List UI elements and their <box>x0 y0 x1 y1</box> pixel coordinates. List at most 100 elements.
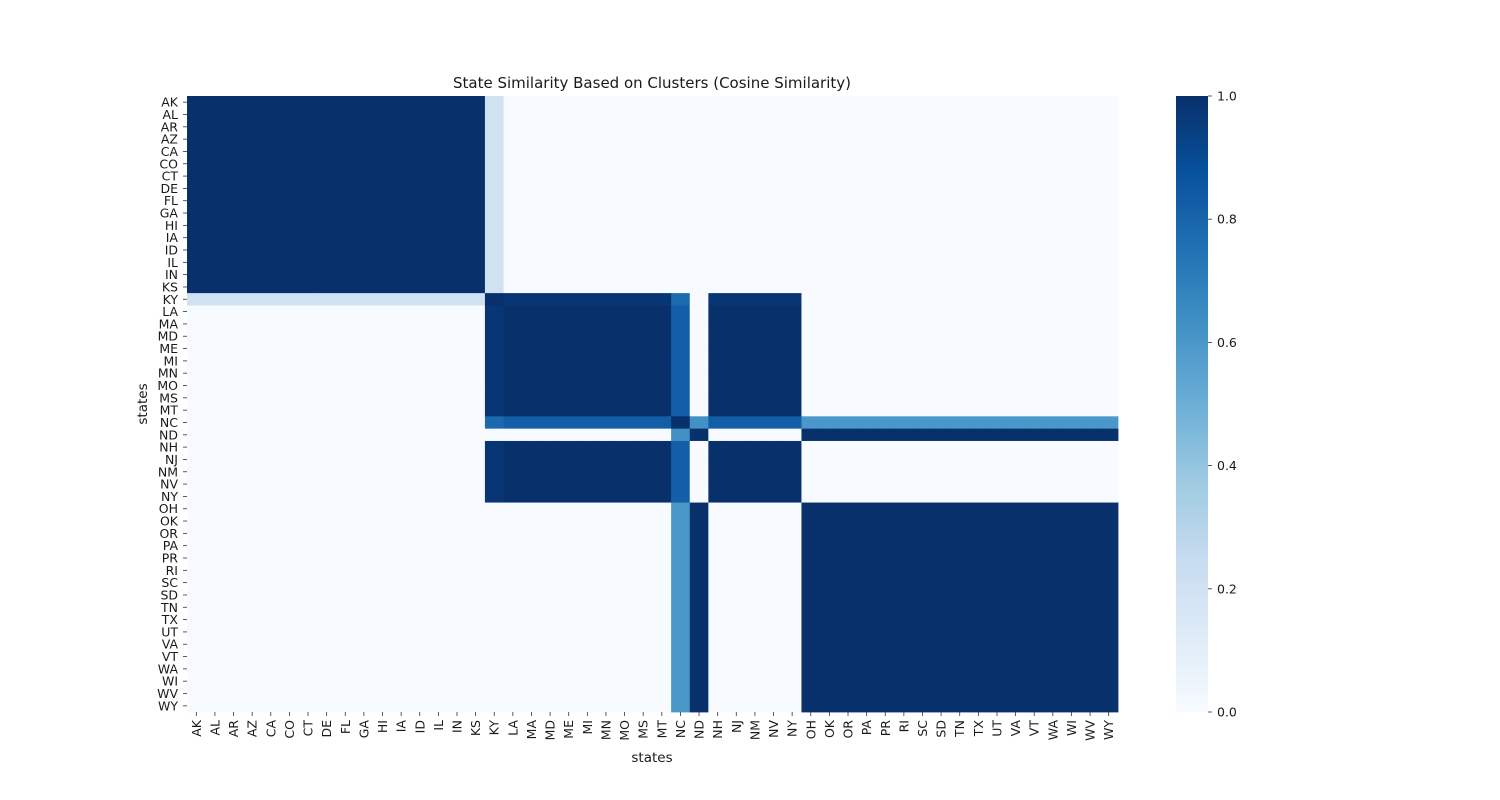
heatmap-cell-DE-CO <box>280 182 300 195</box>
heatmap-cell-ID-DE <box>317 243 337 257</box>
heatmap-cell-ME-VT <box>1024 342 1044 356</box>
heatmap-cell-IL-MS <box>633 256 653 269</box>
heatmap-cell-NH-IN <box>447 440 467 454</box>
heatmap-cell-MD-NH <box>708 330 728 343</box>
heatmap-cell-NY-NY <box>782 490 802 503</box>
heatmap-cell-AK-AL <box>205 96 225 109</box>
heatmap-cell-NM-AK <box>187 465 207 479</box>
heatmap-cell-IL-GA <box>354 256 374 269</box>
heatmap-cell-RI-VA <box>1006 564 1026 577</box>
heatmap-cell-IA-WI <box>1062 231 1082 245</box>
heatmap-cell-WI-MN <box>596 675 616 688</box>
heatmap-cell-MI-TN <box>950 354 970 368</box>
heatmap-cell-MN-AL <box>205 367 225 380</box>
heatmap-cell-IN-IN <box>447 268 467 282</box>
heatmap-cell-AK-NC <box>671 96 691 109</box>
heatmap-cell-CA-NY <box>782 145 802 158</box>
heatmap-cell-OK-MD <box>540 514 560 528</box>
heatmap-cell-IA-IN <box>447 231 467 245</box>
heatmap-cell-KS-RI <box>894 280 914 294</box>
heatmap-cell-NH-MN <box>596 440 616 454</box>
heatmap-cell-ID-TX <box>969 243 989 257</box>
heatmap-cell-MN-GA <box>354 367 374 380</box>
heatmap-cell-MT-AR <box>224 404 244 417</box>
heatmap-cell-WI-NY <box>782 675 802 688</box>
heatmap-cell-MI-WI <box>1062 354 1082 368</box>
heatmap-cell-SC-AZ <box>242 576 262 590</box>
heatmap-cell-OH-AZ <box>242 502 262 516</box>
heatmap-cell-UT-MS <box>633 625 653 639</box>
heatmap-cell-LA-ME <box>559 305 579 319</box>
heatmap-cell-HI-AZ <box>242 219 262 232</box>
heatmap-cell-ME-MT <box>652 342 672 356</box>
heatmap-cell-ME-MI <box>578 342 598 356</box>
heatmap-cell-ME-WI <box>1062 342 1082 356</box>
heatmap-cell-OK-WY <box>1099 514 1119 528</box>
x-tick-label: ID <box>412 720 427 733</box>
heatmap-cell-GA-RI <box>894 206 914 220</box>
heatmap-cell-TN-HI <box>373 601 393 614</box>
heatmap-cell-DE-CT <box>298 182 318 195</box>
heatmap-cell-DE-PR <box>875 182 895 195</box>
x-tick-label: FL <box>338 720 353 734</box>
heatmap-cell-NM-ME <box>559 465 579 479</box>
heatmap-cell-MI-NH <box>708 354 728 368</box>
heatmap-cell-NH-PR <box>875 440 895 454</box>
heatmap-cell-MO-WI <box>1062 379 1082 393</box>
heatmap-cell-PR-UT <box>987 551 1007 565</box>
heatmap-cell-DE-AL <box>205 182 225 195</box>
heatmap-cell-HI-IL <box>429 219 449 232</box>
heatmap-cell-FL-TX <box>969 194 989 208</box>
heatmap-cell-ID-CT <box>298 243 318 257</box>
heatmap-cell-PA-FL <box>335 539 355 553</box>
heatmap-cell-IN-VT <box>1024 268 1044 282</box>
heatmap-cell-WV-KS <box>466 687 486 701</box>
heatmap-cell-AL-PA <box>857 108 877 122</box>
heatmap-cell-NY-IL <box>429 490 449 503</box>
heatmap-cell-NH-MO <box>615 440 635 454</box>
heatmap-cell-AZ-IA <box>391 132 411 146</box>
heatmap-cell-IA-MI <box>578 231 598 245</box>
heatmap-cell-SD-MS <box>633 588 653 602</box>
heatmap-cell-VA-AK <box>187 638 207 651</box>
heatmap-cell-SC-ME <box>559 576 579 590</box>
heatmap-cell-OR-IN <box>447 527 467 540</box>
heatmap-cell-ND-ID <box>410 428 430 442</box>
heatmap-cell-CO-AZ <box>242 157 262 171</box>
heatmap-cell-MA-NC <box>671 317 691 331</box>
heatmap-cell-WV-WA <box>1043 687 1063 701</box>
heatmap-cell-AK-NJ <box>726 96 746 109</box>
heatmap-cell-IL-DE <box>317 256 337 269</box>
heatmap-cell-IN-MN <box>596 268 616 282</box>
heatmap-cell-IN-NM <box>745 268 765 282</box>
heatmap-cell-CO-OR <box>838 157 858 171</box>
heatmap-cell-MA-IA <box>391 317 411 331</box>
heatmap-cell-NJ-KY <box>484 453 504 466</box>
heatmap-cell-VA-MD <box>540 638 560 651</box>
heatmap-cell-SC-OR <box>838 576 858 590</box>
heatmap-cell-DE-SD <box>931 182 951 195</box>
heatmap-cell-MT-MO <box>615 404 635 417</box>
heatmap-cell-CA-MD <box>540 145 560 158</box>
heatmap-cell-CA-MS <box>633 145 653 158</box>
heatmap-cell-CA-OK <box>820 145 840 158</box>
heatmap-cell-AL-MI <box>578 108 598 122</box>
heatmap-cell-AR-NJ <box>726 120 746 134</box>
heatmap-cell-MD-TX <box>969 330 989 343</box>
heatmap-cell-KY-SD <box>931 293 951 306</box>
heatmap-cell-AL-MN <box>596 108 616 122</box>
heatmap-cell-MO-WA <box>1043 379 1063 393</box>
heatmap-cell-TN-VT <box>1024 601 1044 614</box>
heatmap-cell-AZ-NH <box>708 132 728 146</box>
heatmap-cell-AL-ME <box>559 108 579 122</box>
heatmap-cell-NY-SD <box>931 490 951 503</box>
heatmap-cell-RI-KS <box>466 564 486 577</box>
heatmap-cell-GA-HI <box>373 206 393 220</box>
heatmap-cell-MI-OK <box>820 354 840 368</box>
heatmap-cell-DE-MA <box>522 182 542 195</box>
heatmap-cell-CT-PR <box>875 169 895 183</box>
heatmap-cell-AL-CA <box>261 108 281 122</box>
heatmap-cell-CT-SC <box>913 169 933 183</box>
heatmap-cell-DE-ID <box>410 182 430 195</box>
heatmap-cell-NM-MN <box>596 465 616 479</box>
